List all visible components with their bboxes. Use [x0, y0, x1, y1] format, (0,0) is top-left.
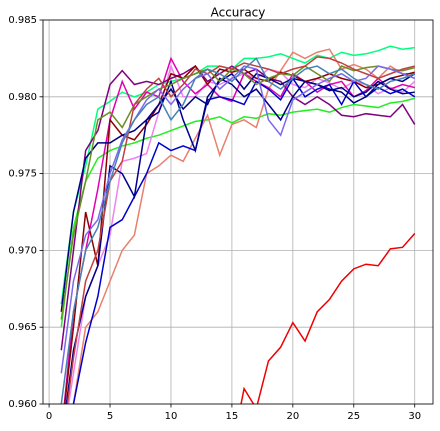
series-line	[63, 56, 415, 404]
x-tick-label: 20	[286, 411, 299, 422]
plot-frame	[42, 19, 434, 405]
series-line	[60, 57, 415, 404]
x-tick-label: 15	[226, 411, 239, 422]
series-line	[60, 45, 415, 305]
y-tick-label: 0.960	[8, 399, 37, 410]
y-tick-label: 0.965	[8, 322, 37, 333]
y-tick-label: 0.980	[8, 92, 37, 103]
x-tick-label: 30	[408, 411, 421, 422]
x-tick-label: 25	[347, 411, 360, 422]
y-tick-label: 0.975	[8, 169, 37, 180]
series-line	[66, 56, 415, 404]
series-line	[72, 48, 415, 404]
x-tick-label: 10	[165, 411, 178, 422]
series-line	[60, 77, 415, 312]
x-tick-label: 0	[46, 411, 52, 422]
y-tick-label: 0.985	[8, 15, 37, 26]
series-line	[240, 233, 416, 404]
series-line	[72, 76, 416, 404]
series-line	[65, 72, 416, 404]
x-tick-label: 5	[107, 411, 113, 422]
series-line	[60, 65, 415, 374]
lines	[60, 45, 416, 404]
y-tick-label: 0.970	[8, 245, 37, 256]
chart-title: Accuracy	[211, 6, 266, 20]
